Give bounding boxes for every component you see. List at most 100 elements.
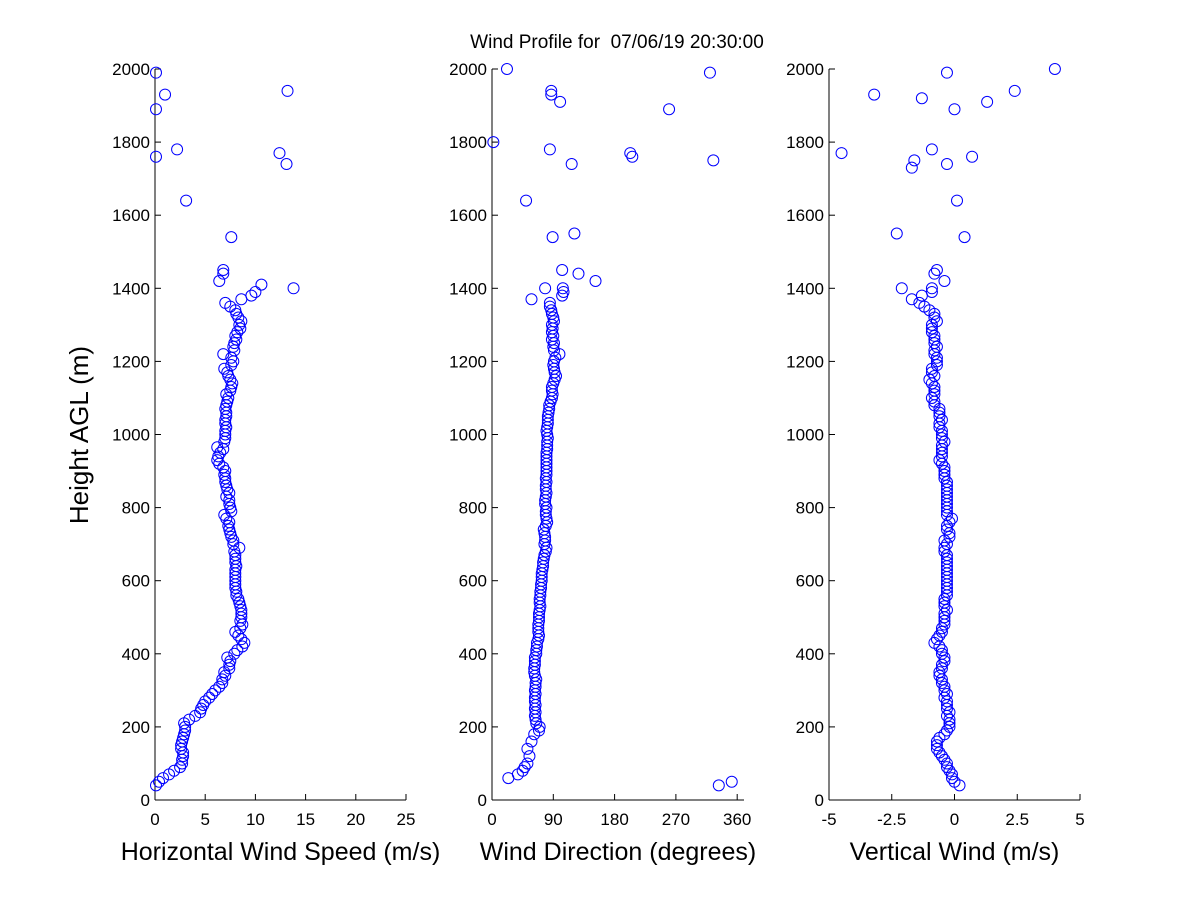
data-point (220, 399, 233, 412)
y-tick-label: 1600 (112, 206, 150, 225)
data-point (525, 735, 538, 748)
data-point (233, 596, 246, 609)
data-point (568, 227, 581, 240)
data-point (933, 454, 946, 467)
data-point (213, 274, 226, 287)
data-point (235, 293, 248, 306)
data-point (150, 779, 163, 792)
series-direction (487, 63, 738, 792)
data-point (928, 370, 941, 383)
data-point (281, 84, 294, 97)
data-point (908, 154, 921, 167)
x-tick-label: 0 (150, 810, 159, 829)
data-point (223, 516, 236, 529)
data-point (545, 384, 558, 397)
data-point (935, 428, 948, 441)
y-tick-label: 800 (122, 499, 150, 518)
data-point (532, 724, 545, 737)
data-point (925, 377, 938, 390)
data-point (712, 779, 725, 792)
figure-title: Wind Profile for 07/06/19 20:30:00 (470, 32, 764, 53)
y-tick-label: 600 (796, 572, 824, 591)
data-point (935, 662, 948, 675)
data-point (626, 150, 639, 163)
data-point (938, 651, 951, 664)
data-point (930, 355, 943, 368)
data-point (171, 143, 184, 156)
data-point (177, 731, 190, 744)
data-point (511, 768, 524, 781)
data-point (225, 231, 238, 244)
data-point (938, 541, 951, 554)
data-point (935, 413, 948, 426)
data-point (928, 267, 941, 280)
data-point (487, 136, 500, 149)
data-point (235, 315, 248, 328)
data-point (1008, 84, 1021, 97)
x-tick-label: 20 (346, 810, 365, 829)
data-point (238, 636, 251, 649)
series-vertical (835, 63, 1061, 792)
data-point (229, 552, 242, 565)
data-point (150, 103, 163, 116)
data-point (925, 285, 938, 298)
y-tick-label: 1600 (449, 206, 487, 225)
data-point (935, 750, 948, 763)
data-point (935, 625, 948, 638)
data-point (537, 556, 550, 569)
data-point (287, 282, 300, 295)
data-point (206, 688, 219, 701)
data-point (928, 388, 941, 401)
panel-speed: 0 200 400 600 800 1000 1200 1400 1600 1800 2000 0 5 1… (112, 60, 440, 866)
data-point (663, 103, 676, 116)
data-point (940, 66, 953, 79)
data-point (940, 479, 953, 492)
data-point (500, 63, 513, 75)
data-point (958, 231, 971, 244)
data-point (235, 633, 248, 646)
data-point (940, 603, 953, 616)
data-point (157, 772, 170, 785)
data-point (225, 530, 238, 543)
data-point (938, 468, 951, 481)
data-point (935, 644, 948, 657)
data-point (930, 735, 943, 748)
y-tick-label: 400 (796, 645, 824, 664)
data-point (943, 516, 956, 529)
data-point (523, 750, 536, 763)
data-point (225, 505, 238, 518)
x-tick-label: 25 (397, 810, 416, 829)
data-point (940, 702, 953, 715)
y-tick-label: 1800 (786, 133, 824, 152)
data-point (895, 282, 908, 295)
data-point (556, 282, 569, 295)
data-point (556, 264, 569, 277)
data-point (928, 329, 941, 342)
y-tick-label: 800 (459, 499, 487, 518)
data-point (940, 538, 953, 551)
data-point (930, 264, 943, 277)
y-tick-label: 600 (122, 572, 150, 591)
data-point (707, 154, 720, 167)
data-point (545, 88, 558, 101)
y-axis-label: Height AGL (m) (64, 346, 94, 524)
data-point (940, 523, 953, 536)
data-point (547, 315, 560, 328)
x-tick-label: 10 (246, 810, 265, 829)
x-tick-label: 15 (296, 810, 315, 829)
y-tick-label: 1000 (449, 426, 487, 445)
data-point (218, 508, 231, 521)
data-point (890, 227, 903, 240)
data-point (221, 366, 234, 379)
panel-direction: 0 200 400 600 800 1000 1200 1400 1600 1800 2000 0 90… (449, 60, 756, 866)
data-point (938, 655, 951, 668)
data-point (1048, 63, 1061, 75)
data-point (255, 278, 268, 291)
x-axis-label-vertical: Vertical Wind (m/s) (850, 838, 1060, 866)
data-point (528, 728, 541, 741)
data-point (925, 326, 938, 339)
data-point (940, 158, 953, 171)
data-point (521, 757, 534, 770)
